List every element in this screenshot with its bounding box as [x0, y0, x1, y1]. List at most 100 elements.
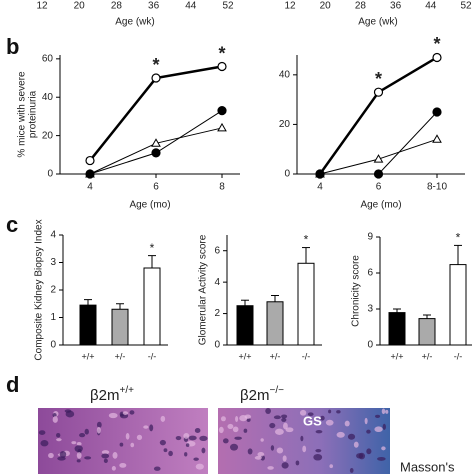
cell — [194, 428, 201, 433]
marker — [373, 87, 384, 97]
x-tick-label: +/+ — [81, 351, 94, 361]
cell — [108, 412, 118, 419]
y-axis-label: % mice with severe — [17, 71, 28, 158]
x-tick-label: 12 — [284, 1, 296, 12]
cell — [239, 415, 248, 422]
cell — [163, 448, 168, 453]
stain-label: Masson's — [400, 459, 455, 474]
cell — [119, 442, 124, 447]
cell — [315, 448, 322, 453]
cell — [254, 455, 262, 460]
x-tick-label: 44 — [425, 1, 437, 12]
x-tick-label: 6 — [153, 182, 159, 193]
x-tick-label: 52 — [222, 1, 234, 12]
y-tick-label: 9 — [367, 232, 373, 243]
marker — [432, 107, 442, 117]
cell — [229, 443, 239, 451]
cell — [273, 415, 281, 420]
cell — [232, 426, 239, 433]
annotation: * — [375, 69, 382, 89]
cell — [188, 435, 197, 441]
image-label: β2m — [240, 387, 269, 404]
cell — [84, 456, 92, 460]
cell — [281, 414, 288, 419]
cell — [143, 425, 149, 429]
cell — [274, 428, 284, 435]
cell — [129, 410, 135, 415]
bar — [418, 318, 436, 346]
y-axis-label: proteinuria — [28, 90, 39, 138]
marker — [217, 61, 227, 72]
cell — [270, 445, 275, 451]
cell — [382, 423, 386, 430]
cell — [257, 452, 265, 457]
cell — [307, 412, 314, 416]
bar — [79, 304, 97, 346]
panel-label: b — [6, 34, 19, 59]
cell — [364, 417, 368, 425]
x-tick-label: 28 — [111, 1, 123, 12]
x-tick-label: 4 — [87, 182, 93, 193]
marker — [151, 73, 161, 83]
series-line — [320, 111, 438, 175]
cell — [59, 451, 67, 458]
x-tick-label: +/+ — [390, 351, 403, 361]
cell — [130, 442, 135, 448]
x-tick-label: 20 — [320, 1, 332, 12]
x-tick-label: 8 — [219, 182, 225, 193]
cell — [74, 445, 83, 453]
y-tick-label: 1 — [50, 312, 56, 323]
cell — [282, 422, 288, 430]
cell — [320, 415, 325, 421]
x-tick-label: 44 — [185, 1, 197, 12]
cell — [295, 460, 300, 466]
cell — [267, 466, 274, 470]
cell — [227, 423, 234, 429]
y-tick-label: 60 — [42, 53, 54, 64]
cell — [243, 428, 248, 433]
x-tick-label: 8-10 — [427, 182, 447, 193]
cell — [302, 445, 307, 453]
cell — [103, 458, 108, 464]
cell — [111, 466, 116, 471]
cell — [356, 453, 364, 459]
cell — [79, 432, 86, 438]
bar — [266, 301, 284, 346]
annotation: * — [150, 241, 155, 255]
x-axis-label: Age (wk) — [115, 17, 154, 28]
cell — [269, 422, 276, 429]
annotation: * — [433, 34, 440, 54]
cell — [282, 455, 287, 462]
x-tick-label: +/- — [270, 351, 281, 361]
y-tick-label: 6 — [367, 268, 373, 279]
y-tick-label: 40 — [42, 92, 54, 103]
cell — [315, 430, 323, 434]
x-tick-label: +/- — [422, 351, 433, 361]
cell — [52, 416, 58, 423]
bar — [449, 264, 467, 346]
y-tick-label: 0 — [47, 169, 53, 180]
cell — [149, 424, 154, 432]
y-axis-label: Glomerular Activity score — [198, 234, 209, 345]
x-tick-label: -/- — [148, 351, 157, 361]
x-tick-label: 20 — [74, 1, 86, 12]
y-tick-label: 40 — [279, 69, 291, 80]
cell — [260, 438, 264, 442]
cell — [325, 419, 334, 426]
cell — [56, 438, 62, 442]
cell — [48, 452, 54, 459]
cell — [220, 416, 226, 422]
marker — [432, 134, 442, 143]
cell — [136, 434, 143, 440]
cell — [71, 441, 77, 445]
cell — [119, 462, 127, 468]
x-tick-label: 12 — [36, 1, 48, 12]
x-tick-label: 36 — [390, 1, 402, 12]
image-label: β2m — [90, 387, 119, 404]
cell — [366, 448, 372, 455]
cell — [56, 433, 61, 438]
cell — [185, 443, 190, 447]
cell — [40, 440, 49, 447]
cell — [377, 456, 386, 461]
cell — [336, 431, 345, 438]
